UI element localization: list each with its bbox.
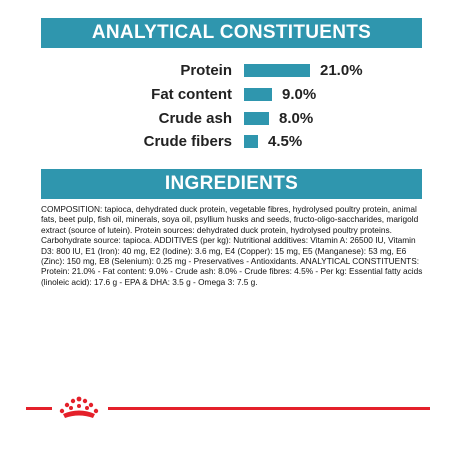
constituent-value: 8.0% [279, 110, 314, 127]
constituent-row: Crude ash 8.0% [0, 109, 463, 129]
constituent-bar [244, 135, 258, 148]
constituent-label: Crude ash [158, 110, 232, 127]
constituent-row: Crude fibers 4.5% [0, 132, 463, 152]
constituent-row: Fat content 9.0% [0, 85, 463, 105]
composition-text: COMPOSITION: tapioca, dehydrated duck pr… [41, 204, 423, 287]
constituent-bar [244, 112, 269, 125]
constituent-bar [244, 64, 310, 77]
constituent-value: 21.0% [320, 62, 363, 79]
constituent-bar [244, 88, 272, 101]
constituent-label: Protein [180, 62, 232, 79]
constituent-label: Fat content [151, 86, 232, 103]
crown-icon [59, 396, 99, 418]
footer-divider-right [108, 407, 430, 410]
constituent-label: Crude fibers [143, 133, 232, 150]
constituent-value: 4.5% [268, 133, 303, 150]
footer-divider-left [26, 407, 52, 410]
analytical-constituents-heading: ANALYTICAL CONSTITUENTS [41, 18, 422, 48]
constituent-row: Protein 21.0% [0, 61, 463, 81]
ingredients-heading: INGREDIENTS [41, 169, 422, 199]
constituent-value: 9.0% [282, 86, 317, 103]
